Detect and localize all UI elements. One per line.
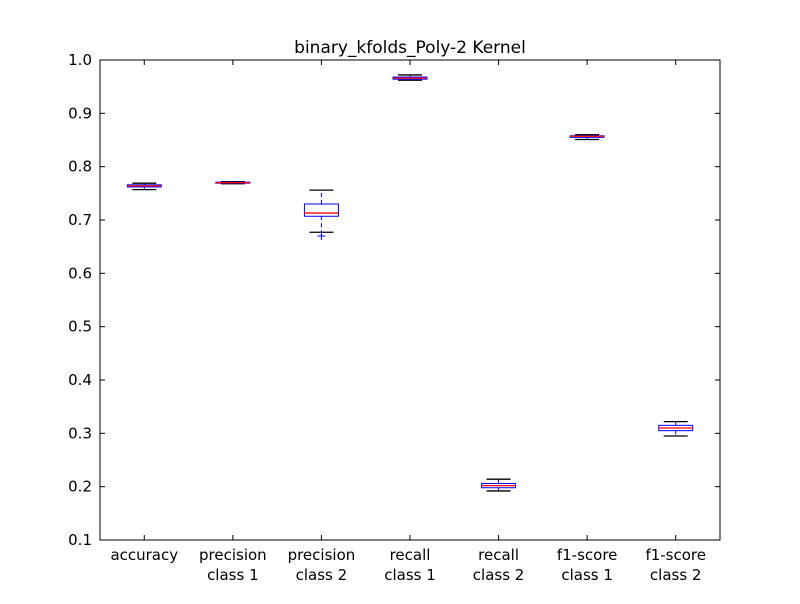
y-tick-label: 0.9 [68, 104, 92, 122]
y-tick-label: 0.2 [68, 478, 92, 496]
x-tick-label: accuracy [110, 546, 178, 564]
plot-area: 0.1 0.2 0.3 0.4 0.5 0.6 0.7 0.8 0.9 1.0 accuracy pr… [68, 51, 721, 584]
y-tick-label: 0.1 [68, 531, 92, 549]
box-group [481, 478, 517, 492]
box-group [392, 74, 428, 81]
iqr-box [303, 203, 339, 217]
y-tick-label: 0.4 [68, 371, 92, 389]
y-tick-label: 0.7 [68, 211, 92, 229]
axes-frame [99, 59, 721, 541]
x-tick-label: recall class 2 [473, 546, 525, 584]
y-tick-label: 0.3 [68, 424, 92, 442]
box-group [658, 420, 694, 437]
x-tick-label: precision class 1 [199, 546, 267, 584]
x-tick-label: f1-score class 2 [645, 546, 706, 584]
y-tick-label: 0.6 [68, 264, 92, 282]
chart-title: binary_kfolds_Poly-2 Kernel [294, 38, 526, 58]
y-tick-label: 0.8 [68, 158, 92, 176]
box-group [303, 189, 339, 240]
x-tick-label: precision class 2 [288, 546, 356, 584]
box-group [569, 134, 605, 141]
y-tick-label: 1.0 [68, 51, 92, 69]
outlier-marker [317, 232, 326, 240]
box-group [215, 180, 251, 185]
y-tick-label: 0.5 [68, 318, 92, 336]
x-tick-label: f1-score class 1 [557, 546, 618, 584]
x-tick-label: recall class 1 [384, 546, 436, 584]
box-group [126, 182, 162, 191]
